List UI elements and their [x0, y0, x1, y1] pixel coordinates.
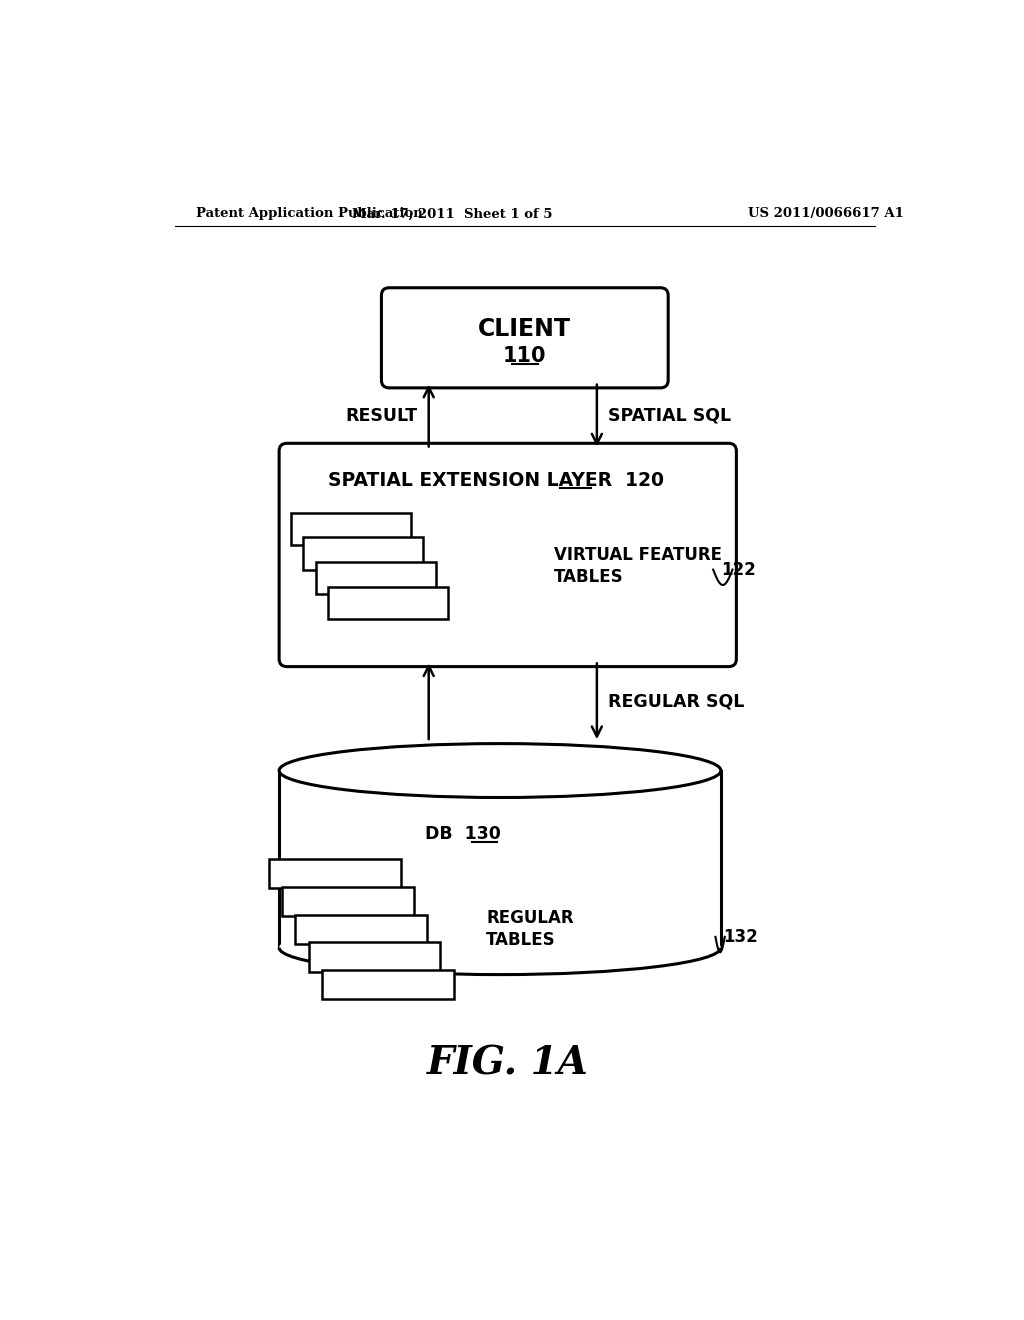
Text: Mar. 17, 2011  Sheet 1 of 5: Mar. 17, 2011 Sheet 1 of 5 — [351, 207, 552, 220]
Bar — [328, 586, 449, 619]
Text: TABLES: TABLES — [554, 568, 624, 586]
Text: 122: 122 — [721, 561, 756, 578]
Text: SPATIAL SQL: SPATIAL SQL — [607, 407, 731, 425]
Text: CLIENT: CLIENT — [478, 317, 571, 342]
Bar — [269, 859, 400, 888]
Text: RESULT: RESULT — [346, 407, 418, 425]
Text: DB  130: DB 130 — [425, 825, 501, 843]
Text: 132: 132 — [723, 928, 758, 946]
Text: VIRTUAL FEATURE: VIRTUAL FEATURE — [554, 546, 722, 564]
Text: US 2011/0066617 A1: US 2011/0066617 A1 — [748, 207, 903, 220]
Text: TABLES: TABLES — [486, 931, 556, 949]
Bar — [295, 915, 427, 944]
Bar — [291, 512, 411, 545]
Text: REGULAR: REGULAR — [486, 909, 573, 928]
Bar — [315, 562, 435, 594]
FancyBboxPatch shape — [280, 444, 736, 667]
Text: SPATIAL EXTENSION LAYER  120: SPATIAL EXTENSION LAYER 120 — [328, 471, 665, 490]
Bar — [280, 771, 721, 948]
Ellipse shape — [280, 921, 721, 974]
Ellipse shape — [280, 743, 721, 797]
FancyBboxPatch shape — [381, 288, 669, 388]
Bar — [303, 537, 423, 570]
Text: 110: 110 — [503, 346, 547, 367]
Bar — [283, 887, 414, 916]
Bar — [322, 970, 454, 999]
Bar — [308, 942, 440, 972]
Text: FIG. 1A: FIG. 1A — [427, 1044, 589, 1082]
Text: REGULAR SQL: REGULAR SQL — [607, 692, 744, 710]
Text: Patent Application Publication: Patent Application Publication — [197, 207, 423, 220]
